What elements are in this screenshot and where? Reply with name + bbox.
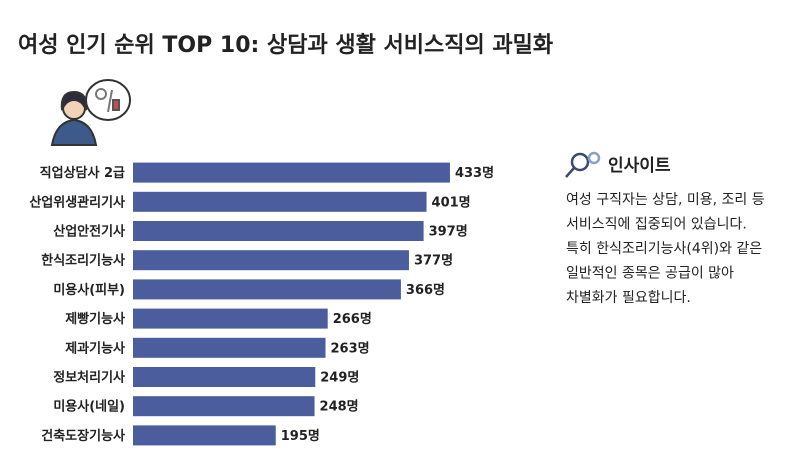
category-label: 제빵기능사: [65, 311, 125, 327]
category-label: 미용사(피부): [53, 282, 125, 298]
value-label: 249명: [320, 370, 359, 386]
value-label: 248명: [320, 399, 359, 415]
bar: [133, 425, 276, 446]
bar: [133, 221, 424, 241]
category-label: 미용사(네일): [53, 399, 125, 415]
bar: [133, 337, 326, 358]
chart-title: 여성 인기 순위 TOP 10: 상담과 생활 서비스직의 과밀화: [18, 33, 553, 58]
value-label: 263명: [331, 340, 370, 356]
insight-line: 서비스직에 집중되어 있습니다.: [566, 217, 747, 233]
insight-line: 차별화가 필요합니다.: [566, 290, 691, 306]
category-label: 제과기능사: [65, 340, 125, 356]
insight-title: 인사이트: [608, 156, 671, 176]
value-label: 401명: [432, 194, 471, 210]
category-label: 건축도장기능사: [41, 428, 125, 444]
bar: [133, 250, 409, 271]
insight-line: 특히 한식조리기능사(4위)와 같은: [566, 241, 762, 257]
bar: [133, 308, 328, 329]
category-label: 산업위생관리기사: [29, 194, 125, 210]
value-label: 377명: [414, 253, 453, 269]
category-label: 산업안전기사: [53, 224, 125, 240]
insight-line: 일반적인 종목은 공급이 많아: [566, 266, 734, 282]
bar: [133, 191, 427, 212]
value-label: 195명: [281, 428, 320, 444]
bar: [133, 279, 401, 300]
value-label: 366명: [406, 282, 445, 298]
category-label: 직업상담사 2급: [40, 165, 125, 181]
insight-icon: [565, 151, 601, 178]
value-label: 266명: [333, 311, 372, 327]
category-label: 한식조리기능사: [41, 253, 125, 269]
bar: [133, 162, 450, 183]
bar: [133, 367, 316, 387]
bar: [133, 396, 315, 417]
value-label: 397명: [429, 224, 468, 240]
category-label: 정보처리기사: [53, 370, 125, 386]
value-label: 433명: [455, 165, 494, 181]
person-icon: [50, 79, 131, 146]
insight-line: 여성 구직자는 상담, 미용, 조리 등: [566, 192, 765, 208]
